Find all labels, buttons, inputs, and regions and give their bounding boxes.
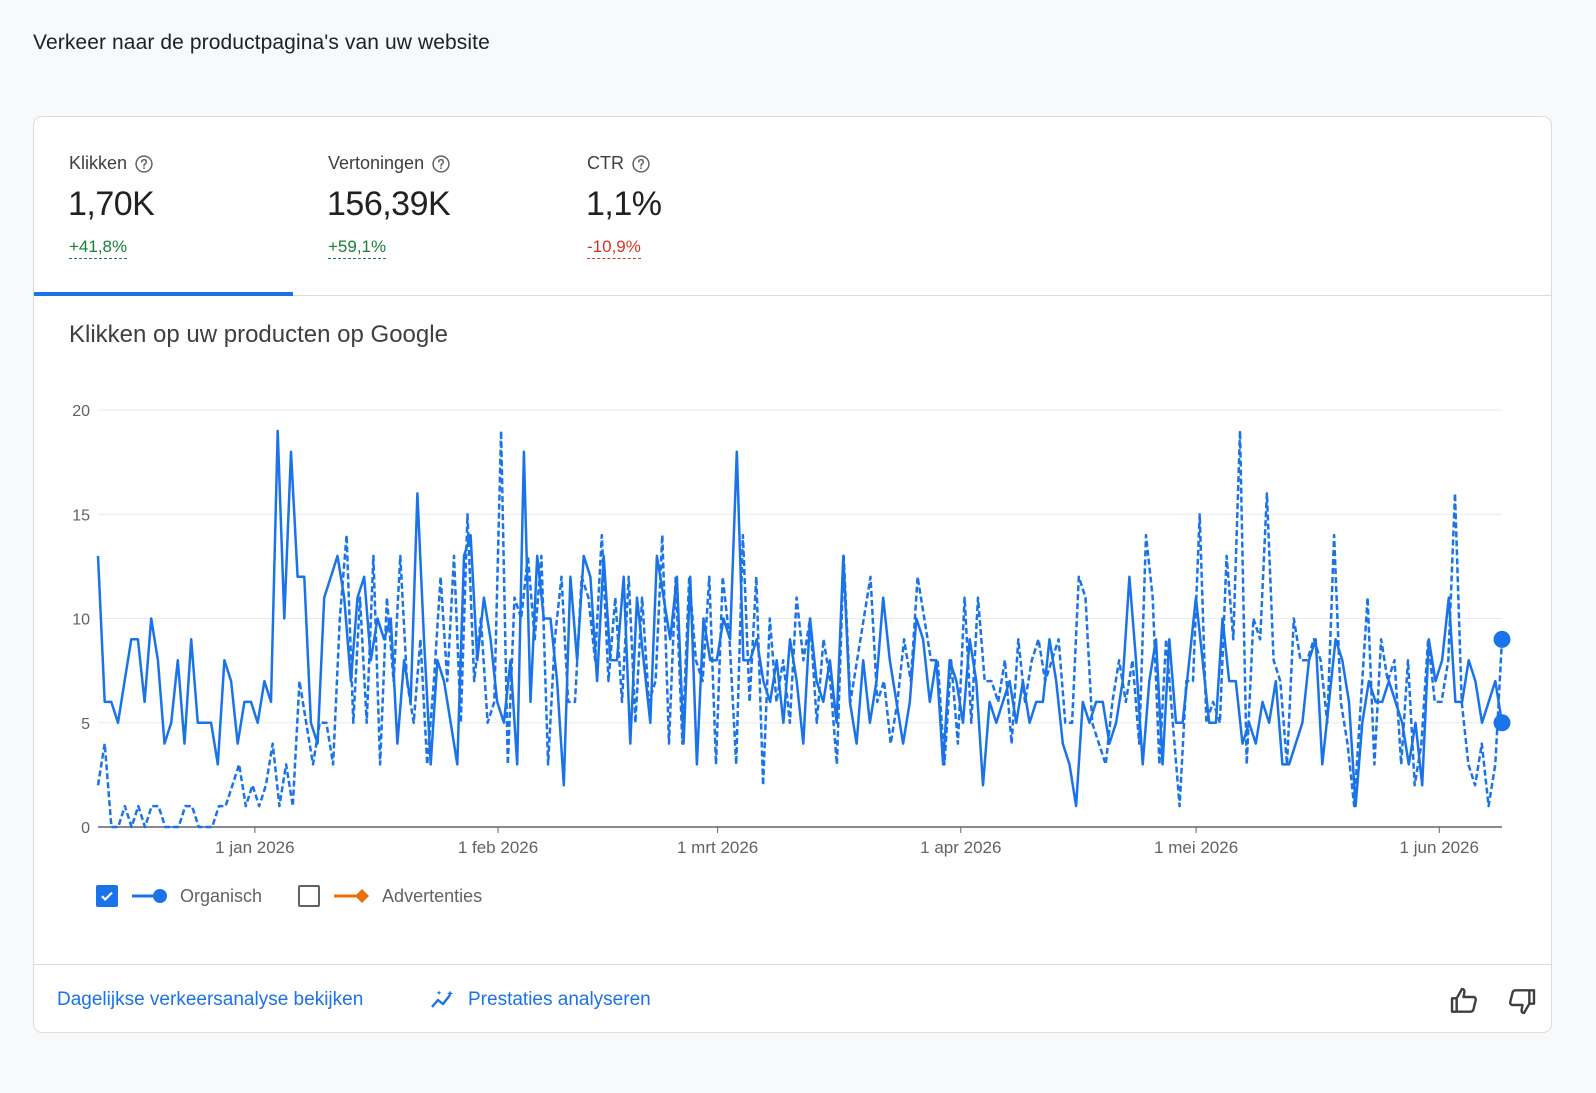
check-icon (101, 891, 113, 901)
ads-checkbox[interactable] (298, 885, 321, 907)
legend-ads-label: Advertenties (382, 885, 483, 906)
line-diamond-icon (334, 889, 370, 903)
x-tick-label: 1 mrt 2026 (677, 838, 758, 857)
help-icon[interactable] (631, 154, 651, 174)
metric-tabs: Klikken 1,70K +41,8% Vertoningen 156,39K… (34, 117, 1551, 296)
metric-label: Vertoningen (328, 153, 425, 173)
organic-checkbox[interactable] (96, 885, 118, 907)
thumbs-up-icon[interactable] (1448, 985, 1480, 1017)
x-tick-label: 1 feb 2026 (458, 838, 538, 857)
legend-organic[interactable]: Organisch (96, 885, 262, 907)
metric-delta[interactable]: +59,1% (328, 237, 387, 259)
daily-analysis-link[interactable]: Dagelijkse verkeersanalyse bekijken (57, 989, 364, 1010)
metric-tab-klikken[interactable]: Klikken 1,70K +41,8% (34, 117, 293, 296)
series-end-marker (1493, 714, 1511, 732)
line-dot-icon (132, 889, 167, 903)
thumbs-down-icon[interactable] (1506, 985, 1538, 1017)
y-tick-label: 15 (72, 507, 90, 524)
x-tick-label: 1 jun 2026 (1400, 838, 1479, 857)
x-tick-label: 1 apr 2026 (920, 838, 1001, 857)
metric-delta[interactable]: +41,8% (69, 237, 128, 259)
series-end-marker (1493, 630, 1511, 648)
analyze-performance-link[interactable]: Prestaties analyseren (430, 989, 651, 1011)
y-tick-label: 20 (72, 403, 90, 420)
chart-legend: Organisch Advertenties (96, 885, 518, 907)
selected-tab-indicator (34, 292, 293, 296)
legend-organic-label: Organisch (180, 885, 263, 906)
metric-label: Klikken (69, 153, 128, 173)
series-line-organic-previous (96, 429, 1504, 829)
metric-tab-vertoningen[interactable]: Vertoningen 156,39K +59,1% (293, 117, 552, 295)
metric-value: 1,70K (68, 185, 155, 223)
traffic-card: Klikken 1,70K +41,8% Vertoningen 156,39K… (33, 116, 1552, 1033)
y-tick-label: 5 (81, 716, 90, 733)
page-title: Verkeer naar de productpagina's van uw w… (33, 31, 490, 54)
x-tick-label: 1 mei 2026 (1154, 838, 1238, 857)
metric-delta[interactable]: -10,9% (587, 237, 641, 259)
help-icon[interactable] (134, 154, 154, 174)
y-tick-label: 0 (81, 820, 90, 837)
legend-ads[interactable]: Advertenties (298, 885, 482, 907)
help-icon[interactable] (431, 154, 451, 174)
chart-title: Klikken op uw producten op Google (69, 321, 448, 348)
insights-icon (431, 990, 453, 1008)
card-footer: Dagelijkse verkeersanalyse bekijken Pres… (34, 964, 1551, 1032)
clicks-line-chart[interactable]: 0 5 10 15 20 1 jan 2026 1 feb 2026 1 mrt 2026 1 … (34, 387, 1552, 867)
metric-label: CTR (587, 153, 624, 173)
metric-value: 156,39K (327, 185, 451, 223)
x-tick-label: 1 jan 2026 (215, 838, 294, 857)
metric-tab-ctr[interactable]: CTR 1,1% -10,9% (552, 117, 811, 295)
y-tick-label: 10 (72, 612, 90, 629)
series-line-organic (96, 429, 1504, 808)
metric-value: 1,1% (586, 185, 662, 223)
